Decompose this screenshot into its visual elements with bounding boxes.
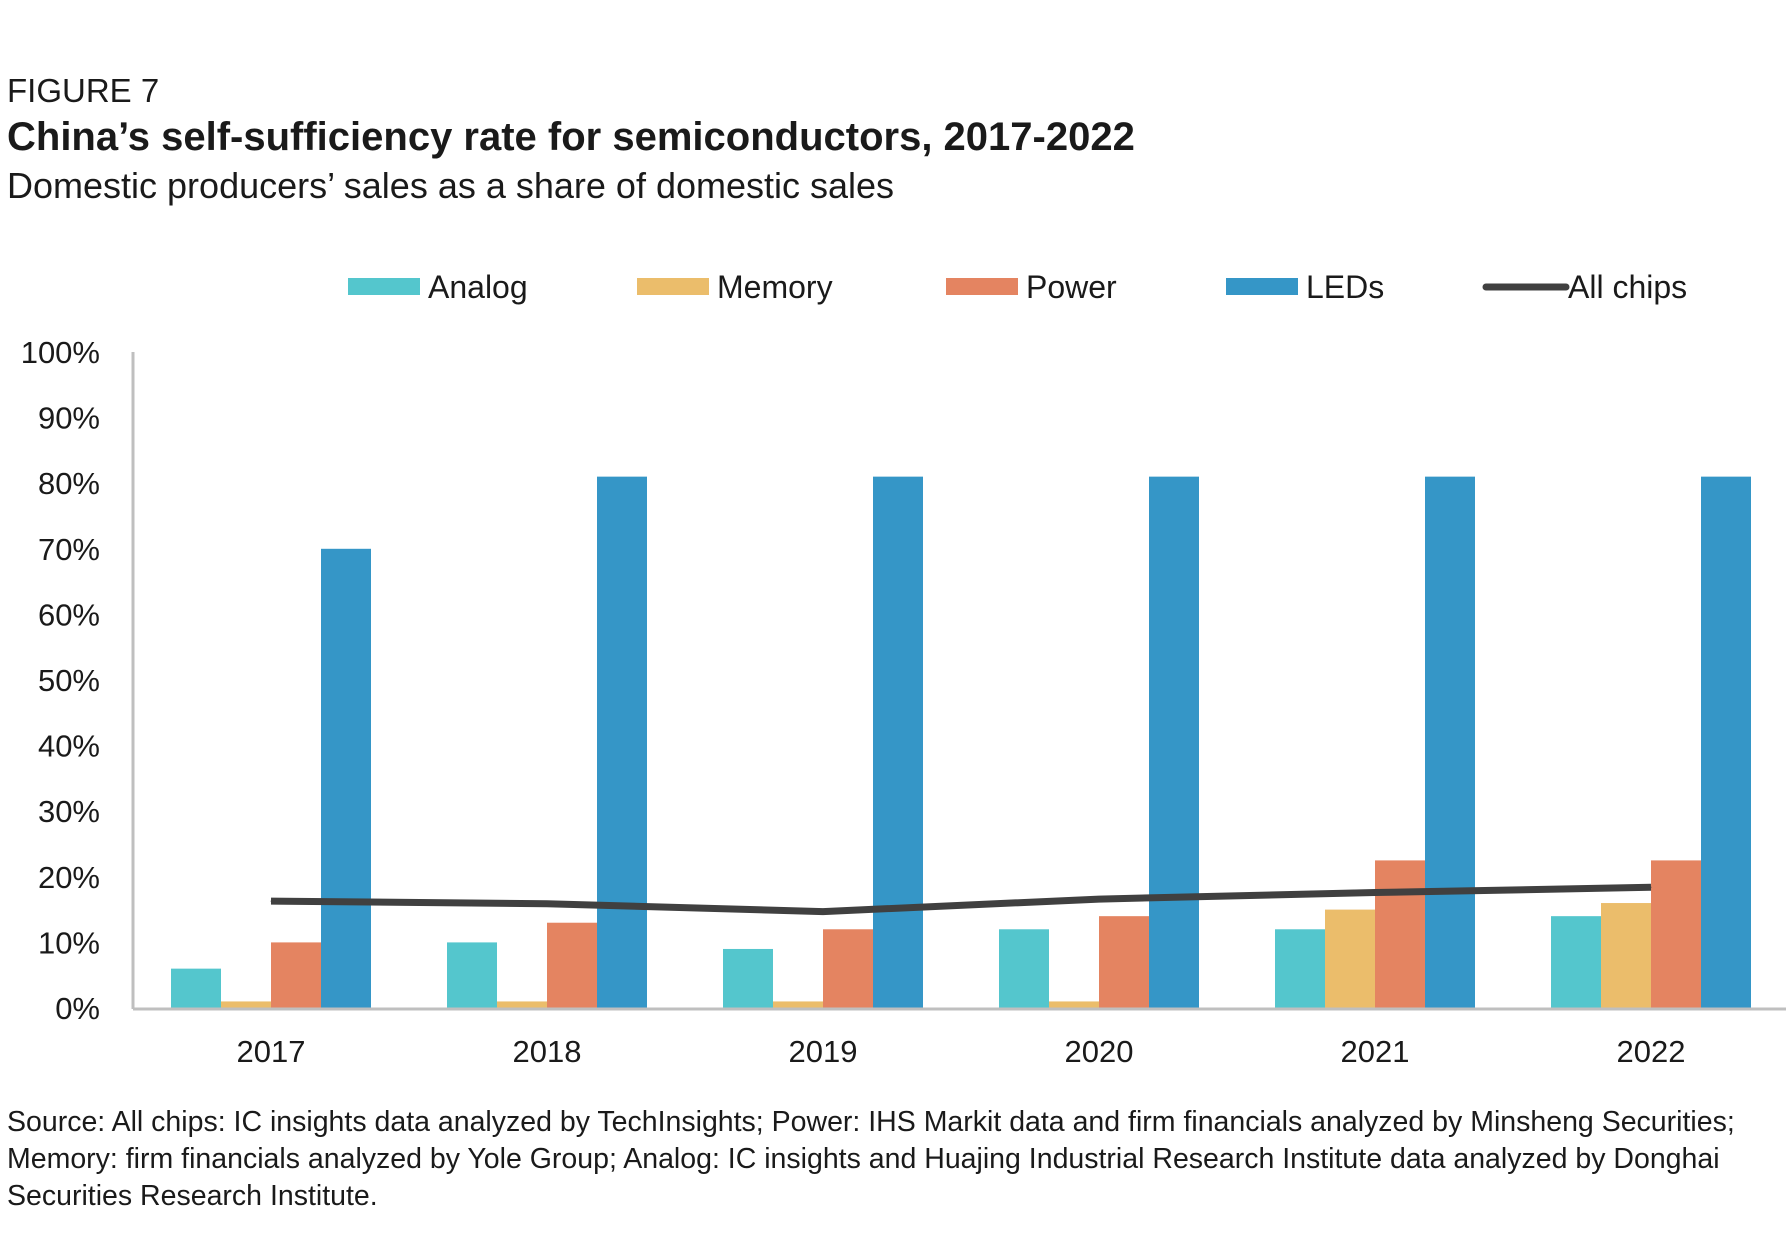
legend-label: LEDs xyxy=(1306,269,1384,305)
bar-power-2017 xyxy=(271,942,321,1008)
x-tick-label: 2019 xyxy=(789,1034,858,1069)
y-tick-label: 90% xyxy=(38,401,100,436)
chart-subtitle: Domestic producers’ sales as a share of … xyxy=(7,165,895,206)
legend-swatch-leds xyxy=(1226,278,1298,295)
y-tick-label: 100% xyxy=(21,335,100,370)
legend-label: Memory xyxy=(717,269,833,305)
legend-swatch-power xyxy=(946,278,1018,295)
y-tick-label: 40% xyxy=(38,729,100,764)
figure-label: FIGURE 7 xyxy=(7,72,160,109)
bar-leds-2020 xyxy=(1149,476,1199,1008)
bar-memory-2019 xyxy=(773,1001,823,1008)
bar-leds-2021 xyxy=(1425,476,1475,1008)
line-all-chips xyxy=(270,883,1652,916)
x-tick-label: 2020 xyxy=(1065,1034,1134,1069)
x-tick-label: 2021 xyxy=(1341,1034,1410,1069)
y-tick-label: 10% xyxy=(38,925,100,960)
bar-leds-2018 xyxy=(597,476,647,1008)
line-point-all-chips-2022 xyxy=(1650,886,1652,888)
line-point-all-chips-2021 xyxy=(1374,892,1376,894)
bar-memory-2022 xyxy=(1601,903,1651,1008)
bar-power-2020 xyxy=(1099,916,1149,1008)
bar-analog-2020 xyxy=(999,929,1049,1008)
x-tick-label: 2017 xyxy=(237,1034,306,1069)
source-note: Source: All chips: IC insights data anal… xyxy=(7,1106,1735,1212)
line-point-all-chips-2019 xyxy=(822,911,824,913)
y-tick-label: 30% xyxy=(38,794,100,829)
bar-memory-2017 xyxy=(221,1001,271,1008)
bar-analog-2017 xyxy=(171,968,221,1008)
bar-power-2021 xyxy=(1375,860,1425,1008)
bar-power-2022 xyxy=(1651,860,1701,1008)
bar-memory-2020 xyxy=(1049,1001,1099,1008)
bar-analog-2021 xyxy=(1275,929,1325,1008)
line-point-all-chips-2017 xyxy=(270,900,272,902)
legend-swatch-analog xyxy=(348,278,420,295)
bar-memory-2021 xyxy=(1325,909,1375,1008)
y-tick-label: 80% xyxy=(38,466,100,501)
chart-title: China’s self-sufficiency rate for semico… xyxy=(7,115,1135,159)
bar-leds-2022 xyxy=(1701,476,1751,1008)
x-tick-label: 2018 xyxy=(513,1034,582,1069)
legend-label: All chips xyxy=(1568,269,1687,305)
legend-swatch-memory xyxy=(637,278,709,295)
bar-memory-2018 xyxy=(497,1001,547,1008)
y-tick-label: 70% xyxy=(38,532,100,567)
bar-power-2019 xyxy=(823,929,873,1008)
y-tick-label: 0% xyxy=(55,991,100,1026)
y-tick-label: 50% xyxy=(38,663,100,698)
bar-power-2018 xyxy=(547,922,597,1008)
line-point-all-chips-2020 xyxy=(1098,898,1100,900)
bar-analog-2022 xyxy=(1551,916,1601,1008)
bar-analog-2018 xyxy=(447,942,497,1008)
bar-leds-2019 xyxy=(873,476,923,1008)
y-tick-label: 20% xyxy=(38,860,100,895)
legend-label: Analog xyxy=(428,269,528,305)
bar-leds-2017 xyxy=(321,548,371,1008)
legend-label: Power xyxy=(1026,269,1117,305)
y-tick-label: 60% xyxy=(38,597,100,632)
line-point-all-chips-2018 xyxy=(546,903,548,905)
x-tick-label: 2022 xyxy=(1617,1034,1686,1069)
bar-analog-2019 xyxy=(723,948,773,1008)
chart-area: 0% 10% 20% 30% 40% 50% 60% 70% 80% 90% 100% 2017 201… xyxy=(21,269,1786,1069)
